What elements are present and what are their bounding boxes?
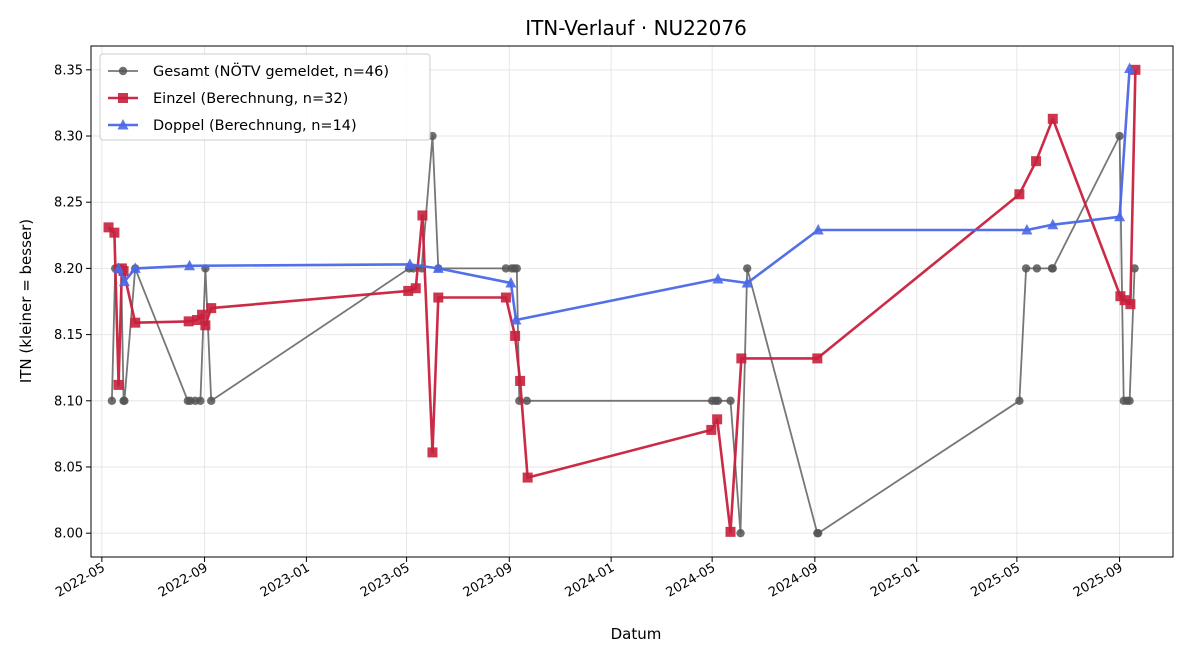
- data-point: [1130, 64, 1141, 75]
- data-point: [129, 262, 141, 273]
- y-tick-label: 8.00: [54, 527, 83, 542]
- data-point: [113, 379, 124, 390]
- data-point: [113, 262, 125, 273]
- data-point: [433, 292, 444, 303]
- data-point: [706, 424, 717, 435]
- data-point: [741, 276, 753, 288]
- y-axis: 8.00 8.05 8.10 8.15 8.20 8.25 8.30 8.35: [54, 63, 91, 542]
- legend-marker: [118, 93, 128, 103]
- legend-box: [99, 53, 431, 141]
- data-point: [197, 309, 208, 320]
- y-tick-label: 8.05: [54, 460, 83, 475]
- data-point: [1021, 264, 1031, 273]
- data-point: [736, 528, 745, 538]
- data-point: [812, 353, 823, 364]
- data-point: [736, 353, 747, 364]
- data-point: [1047, 218, 1059, 230]
- series-square: [103, 64, 1141, 537]
- data-point: [183, 316, 194, 327]
- legend-marker: [117, 119, 129, 130]
- data-point: [1119, 295, 1130, 306]
- series-line: [107, 69, 1137, 534]
- data-point: [1015, 396, 1024, 405]
- data-point: [743, 264, 752, 273]
- data-point: [118, 266, 129, 277]
- chart-title: ITN-Verlauf · NU22076: [525, 16, 747, 40]
- data-point: [196, 396, 205, 405]
- data-point: [1114, 210, 1126, 222]
- data-point: [522, 396, 532, 405]
- data-point: [1125, 299, 1136, 310]
- data-point: [515, 375, 526, 386]
- y-tick-label: 8.20: [54, 262, 83, 277]
- legend-label: Doppel (Berechnung, n=14): [153, 118, 357, 134]
- plot-frame: [90, 45, 1174, 558]
- data-point: [107, 396, 117, 405]
- data-point: [510, 330, 521, 341]
- data-point: [512, 264, 521, 273]
- data-point: [1115, 131, 1124, 141]
- data-point: [1014, 189, 1025, 200]
- data-point: [726, 396, 735, 405]
- data-point: [200, 320, 211, 331]
- data-point: [184, 259, 196, 271]
- legend-marker: [118, 66, 128, 76]
- data-point: [712, 272, 724, 284]
- y-tick-label: 8.30: [54, 130, 83, 145]
- data-point: [130, 317, 141, 328]
- data-point: [813, 528, 823, 538]
- data-point: [109, 227, 120, 238]
- data-point: [206, 303, 217, 314]
- x-axis-title: Datum: [611, 625, 662, 643]
- data-point: [1021, 224, 1033, 235]
- data-point: [103, 222, 114, 233]
- data-point: [725, 526, 736, 537]
- y-tick-label: 8.25: [54, 196, 83, 211]
- legend-label: Einzel (Berechnung, n=32): [153, 91, 348, 107]
- data-point: [500, 292, 511, 303]
- series-layer: [103, 62, 1141, 538]
- data-point: [1047, 113, 1058, 124]
- data-point: [403, 285, 414, 296]
- y-tick-label: 8.35: [54, 63, 83, 78]
- data-point: [427, 447, 438, 458]
- data-point: [1032, 264, 1042, 273]
- data-point: [410, 283, 421, 294]
- y-tick-label: 8.10: [54, 394, 83, 409]
- data-point: [1124, 62, 1136, 74]
- y-axis-title: ITN (kleiner = besser): [17, 219, 35, 383]
- data-point: [522, 472, 533, 483]
- data-point: [417, 210, 428, 221]
- data-point: [510, 314, 522, 325]
- data-point: [1125, 396, 1134, 405]
- series-triangle: [113, 62, 1136, 325]
- data-point: [118, 275, 130, 287]
- data-point: [1048, 264, 1057, 273]
- data-point: [192, 315, 203, 326]
- legend: Gesamt (NÖTV gemeldet, n=46) Einzel (Bere…: [99, 53, 431, 141]
- legend-label: Gesamt (NÖTV gemeldet, n=46): [153, 62, 389, 80]
- data-point: [812, 224, 824, 235]
- data-point: [404, 258, 416, 269]
- data-point: [1031, 156, 1042, 167]
- data-point: [501, 264, 511, 273]
- data-point: [713, 396, 723, 405]
- y-tick-label: 8.15: [54, 328, 83, 343]
- data-point: [120, 396, 129, 405]
- data-point: [505, 276, 517, 288]
- data-point: [712, 414, 723, 425]
- data-point: [432, 262, 444, 273]
- data-point: [207, 396, 216, 405]
